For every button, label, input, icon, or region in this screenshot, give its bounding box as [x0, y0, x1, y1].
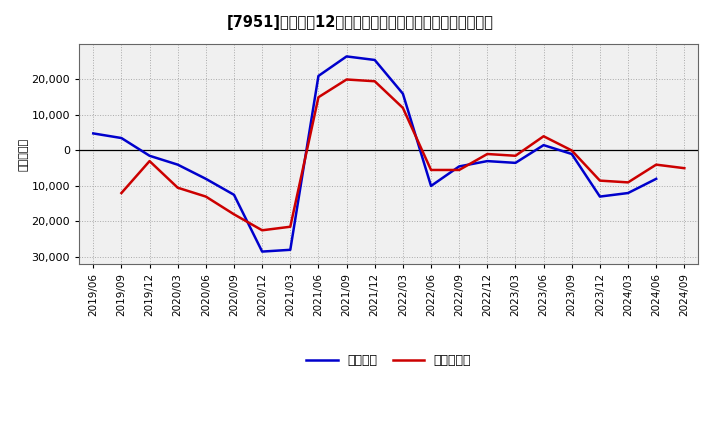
経常利益	[258, 249, 266, 254]
Line: 経常利益: 経常利益	[94, 56, 656, 252]
当期純利益	[680, 165, 688, 171]
当期純利益	[483, 151, 492, 157]
経常利益	[342, 54, 351, 59]
経常利益	[230, 192, 238, 198]
Y-axis label: （百万円）: （百万円）	[19, 137, 29, 171]
当期純利益	[652, 162, 660, 167]
当期純利益	[314, 95, 323, 100]
当期純利益	[174, 185, 182, 191]
経常利益	[539, 143, 548, 148]
経常利益	[174, 162, 182, 167]
Text: [7951]　利益だ12か月移動合計の対前年同期増減額の推移: [7951] 利益だ12か月移動合計の対前年同期増減額の推移	[227, 15, 493, 29]
経常利益	[286, 247, 294, 253]
当期純利益	[117, 191, 126, 196]
経常利益	[427, 183, 436, 189]
当期純利益	[399, 105, 408, 110]
当期純利益	[427, 167, 436, 172]
経常利益	[145, 153, 154, 158]
経常利益	[89, 131, 98, 136]
当期純利益	[567, 148, 576, 153]
当期純利益	[202, 194, 210, 199]
当期純利益	[595, 178, 604, 183]
経常利益	[314, 73, 323, 79]
経常利益	[455, 164, 464, 169]
Line: 当期純利益: 当期純利益	[122, 80, 684, 230]
当期純利益	[511, 153, 520, 158]
経常利益	[511, 160, 520, 165]
当期純利益	[539, 134, 548, 139]
経常利益	[483, 158, 492, 164]
当期純利益	[286, 224, 294, 229]
当期純利益	[145, 158, 154, 164]
経常利益	[370, 57, 379, 62]
経常利益	[117, 136, 126, 141]
当期純利益	[624, 180, 632, 185]
経常利益	[595, 194, 604, 199]
経常利益	[567, 151, 576, 157]
経常利益	[399, 91, 408, 96]
当期純利益	[342, 77, 351, 82]
経常利益	[652, 176, 660, 181]
経常利益	[624, 191, 632, 196]
当期純利益	[230, 212, 238, 217]
当期純利益	[455, 167, 464, 172]
Legend: 経常利益, 当期純利益: 経常利益, 当期純利益	[301, 349, 477, 372]
当期純利益	[258, 227, 266, 233]
経常利益	[202, 176, 210, 181]
当期純利益	[370, 79, 379, 84]
